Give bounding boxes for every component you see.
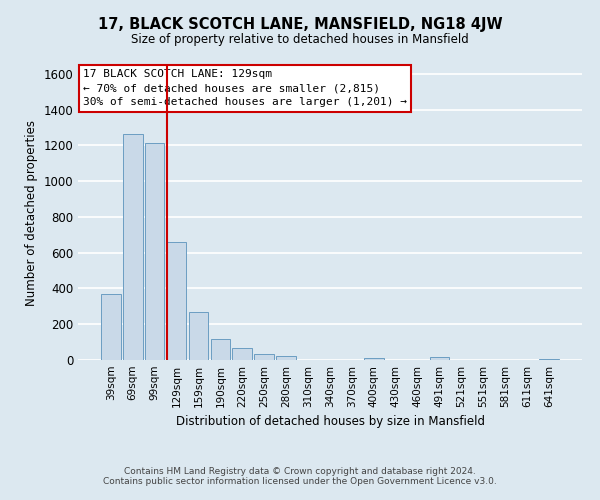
Bar	[276, 356, 296, 360]
X-axis label: Distribution of detached houses by size in Mansfield: Distribution of detached houses by size …	[176, 416, 485, 428]
Text: 17, BLACK SCOTCH LANE, MANSFIELD, NG18 4JW: 17, BLACK SCOTCH LANE, MANSFIELD, NG18 4…	[98, 18, 502, 32]
Text: Contains HM Land Registry data © Crown copyright and database right 2024.: Contains HM Land Registry data © Crown c…	[124, 467, 476, 476]
Bar	[364, 358, 384, 360]
Bar	[232, 348, 252, 360]
Bar	[254, 354, 274, 360]
Text: Contains public sector information licensed under the Open Government Licence v3: Contains public sector information licen…	[103, 477, 497, 486]
Bar	[539, 359, 559, 360]
Bar	[123, 134, 143, 360]
Bar	[188, 312, 208, 360]
Text: 17 BLACK SCOTCH LANE: 129sqm
← 70% of detached houses are smaller (2,815)
30% of: 17 BLACK SCOTCH LANE: 129sqm ← 70% of de…	[83, 70, 407, 108]
Bar	[211, 340, 230, 360]
Bar	[167, 242, 187, 360]
Bar	[430, 358, 449, 360]
Text: Size of property relative to detached houses in Mansfield: Size of property relative to detached ho…	[131, 32, 469, 46]
Bar	[101, 294, 121, 360]
Bar	[145, 143, 164, 360]
Y-axis label: Number of detached properties: Number of detached properties	[25, 120, 38, 306]
